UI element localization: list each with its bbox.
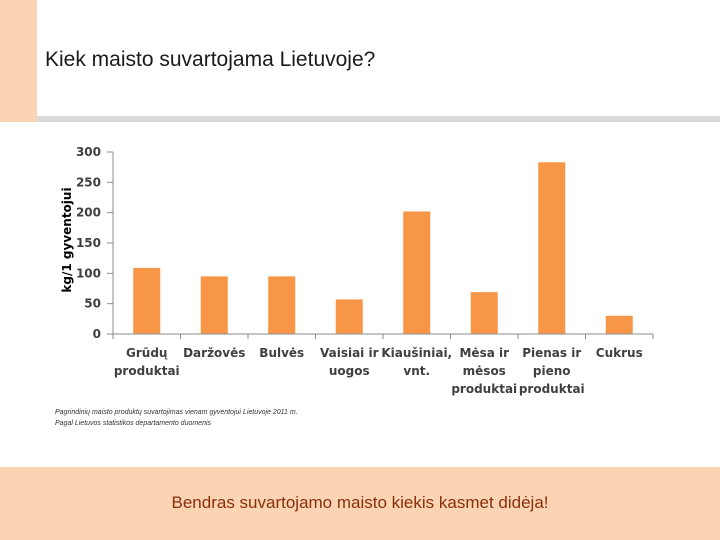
x-category-label: Pienas ir pieno produktai <box>519 346 585 396</box>
footer-message: Bendras suvartojamo maisto kiekis kasmet… <box>171 493 549 512</box>
y-tick-label: 250 <box>76 175 101 189</box>
y-tick-label: 0 <box>93 327 101 341</box>
bar <box>403 211 431 334</box>
bar <box>335 299 363 334</box>
chart-caption: Pagrindinių maisto produktų suvartojimas… <box>55 407 298 429</box>
footer-panel: Bendras suvartojamo maisto kiekis kasmet… <box>0 467 720 540</box>
y-tick-label: 300 <box>76 145 101 159</box>
bar <box>133 267 161 334</box>
y-tick-label: 150 <box>76 236 101 250</box>
bar <box>200 276 228 334</box>
left-accent-panel <box>0 0 37 122</box>
bar <box>605 315 633 334</box>
slide-title: Kiek maisto suvartojama Lietuvoje? <box>45 48 376 71</box>
y-axis-label-group: kg/1 gyventojui <box>60 187 74 292</box>
axes <box>112 152 654 339</box>
y-tick-label: 100 <box>76 266 101 280</box>
bars <box>133 162 633 334</box>
caption-line-2: Pagal Lietuvos statistikos departamento … <box>55 420 212 427</box>
bar <box>470 292 498 334</box>
x-category-label: Grūdų produktai <box>114 346 180 378</box>
title-divider <box>37 116 720 122</box>
y-axis-ticks: 0 50 100 150 200 250 300 <box>76 145 113 341</box>
y-tick-label: 50 <box>84 297 101 311</box>
caption-line-1: Pagrindinių maisto produktų suvartojimas… <box>55 409 298 416</box>
bar <box>538 162 566 334</box>
y-tick-label: 200 <box>76 206 101 220</box>
x-category-label: Cukrus <box>596 346 643 360</box>
x-category-label: Bulvės <box>259 346 304 360</box>
x-category-label: Kiaušiniai, vnt. <box>381 346 452 378</box>
bar <box>268 276 296 334</box>
x-category-label: Vaisiai ir uogos <box>320 346 379 378</box>
bar-chart: kg/1 gyventojui 0 50 100 150 200 250 300 Grūdų… <box>60 145 654 396</box>
x-category-label: Mėsa ir mėsos produktai <box>451 346 517 396</box>
y-axis-label: kg/1 gyventojui <box>60 187 74 292</box>
x-category-label: Daržovės <box>183 346 245 360</box>
